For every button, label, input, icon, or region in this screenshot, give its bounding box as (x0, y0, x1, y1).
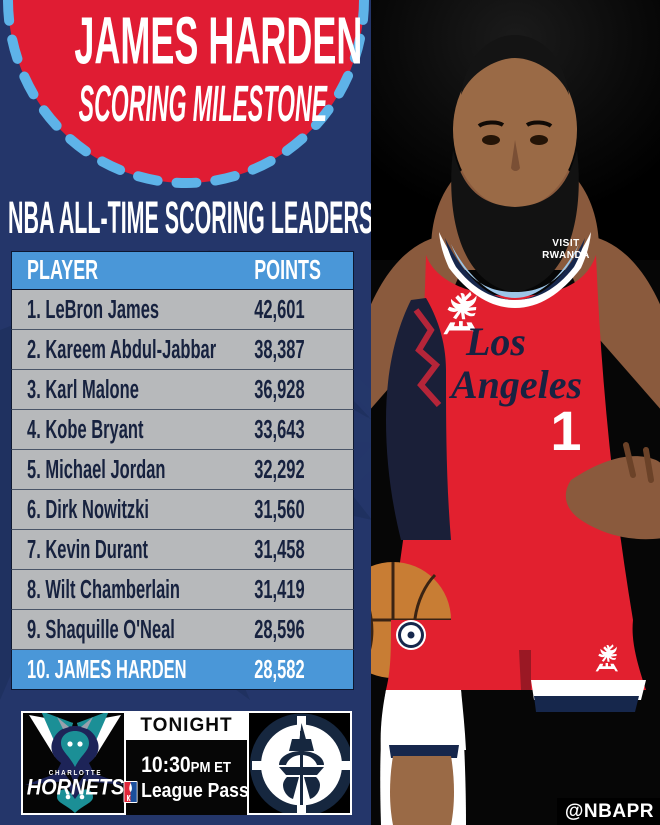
svg-text:Los: Los (465, 319, 526, 364)
svg-text:VISIT: VISIT (552, 238, 580, 249)
svg-text:RWANDA: RWANDA (542, 250, 590, 261)
svg-text:1: 1 (550, 399, 581, 462)
